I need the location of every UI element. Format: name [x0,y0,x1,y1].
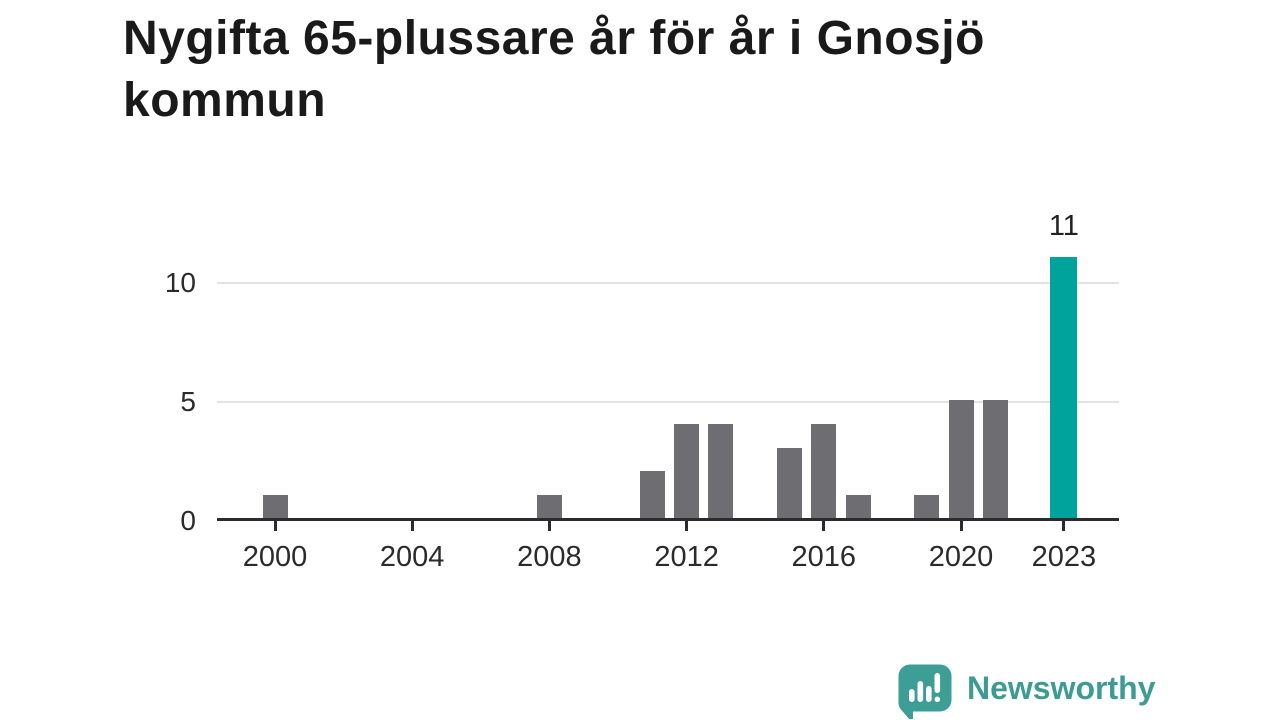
bar-2011 [639,471,665,519]
x-axis-label-2012: 2012 [654,541,719,573]
gridline-10 [217,281,1119,284]
logo-exclamation-stem [934,673,941,693]
bar-2021 [982,400,1008,519]
x-axis-tick-2008 [547,521,551,531]
x-axis-label-2023: 2023 [1031,541,1097,573]
x-axis-tick-2012 [685,521,689,531]
bar-2012 [674,423,700,519]
bar-2013 [708,423,734,519]
y-axis-label-10: 10 [164,266,196,298]
chart-title: Nygifta 65-plussare år för år i Gnosjö k… [123,12,985,127]
x-axis-tick-2023 [1062,521,1066,531]
x-axis-tick-2020 [959,521,963,531]
y-axis-label-0: 0 [180,504,196,536]
x-axis-label-2000: 2000 [242,541,308,573]
bar-2017 [845,495,871,519]
newsworthy-logo: Newsworthy [897,663,1155,719]
bar-2016 [811,423,837,519]
x-axis-tick-2016 [822,521,826,531]
x-axis-label-2008: 2008 [517,541,582,573]
logo-mini-bar-1 [909,689,915,702]
x-axis-label-2016: 2016 [791,541,857,573]
highlight-value-label: 11 [1048,210,1079,243]
logo-exclamation-dot [934,696,941,703]
y-axis-label-5: 5 [180,385,196,417]
bar-2019 [914,495,940,519]
bar-2023 [1050,257,1078,519]
newsworthy-logo-icon [898,664,952,719]
x-axis-line [217,518,1119,521]
bar-2015 [777,447,802,519]
x-axis-tick-2000 [273,521,277,531]
bar-2020 [948,400,974,519]
newsworthy-logo-text: Newsworthy [967,670,1156,706]
logo-mini-bar-2 [917,681,924,702]
x-axis-tick-2004 [410,521,414,531]
x-axis-label-2004: 2004 [379,541,445,573]
x-axis-label-2020: 2020 [928,541,994,573]
bar-2008 [536,495,562,519]
bar-2000 [262,495,288,519]
logo-mini-bar-3 [926,686,932,702]
gridline-5 [217,400,1119,403]
